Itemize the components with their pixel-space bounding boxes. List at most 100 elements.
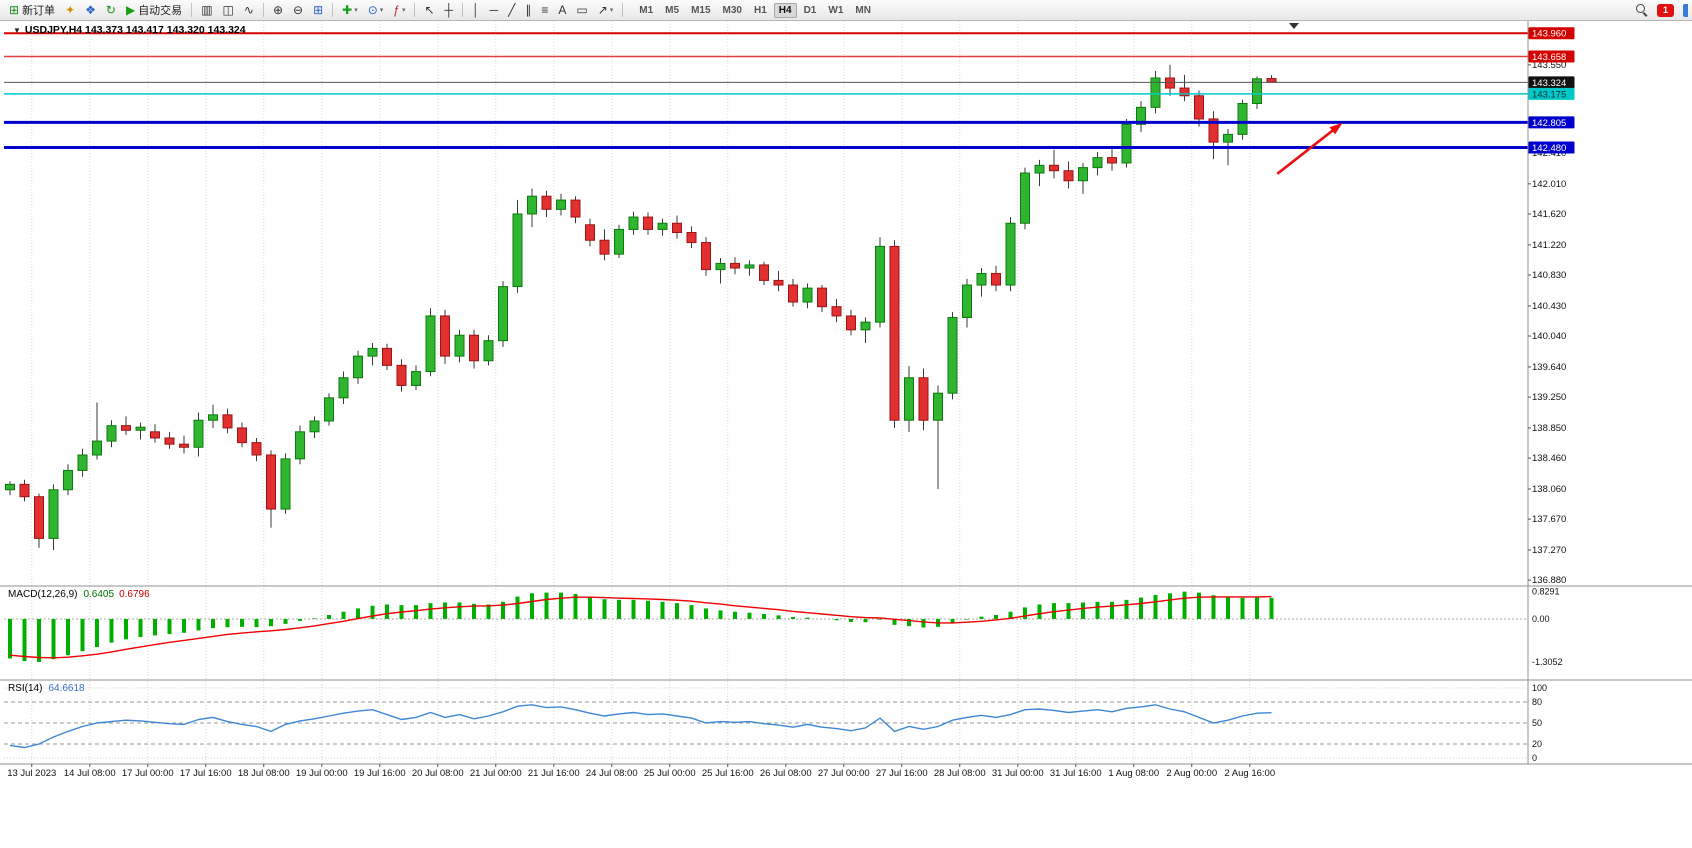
svg-text:140.430: 140.430 [1532,301,1566,312]
svg-text:50: 50 [1532,718,1542,728]
bar-chart-button[interactable]: ▥ [197,1,216,20]
price-chart-canvas[interactable]: 143.550142.410142.010141.620141.220140.8… [0,20,1692,848]
indicators-button[interactable]: ƒ ▾ [389,1,409,20]
line-chart-button[interactable]: ∿ [240,1,258,20]
timeframe-w1[interactable]: W1 [828,4,844,16]
svg-text:19 Jul 16:00: 19 Jul 16:00 [354,768,406,779]
svg-text:141.220: 141.220 [1532,240,1566,251]
new-order-button-label: 新订单 [22,5,56,17]
timeframe-m15[interactable]: M15 [691,4,711,16]
level-lines [4,32,1528,150]
chart-title-bar: ▼ USDJPY,H4 143.373 143.417 143.320 143.… [13,24,246,36]
candles-layer [5,64,1277,551]
text-button[interactable]: A [554,1,570,20]
macd-indicator-label: MACD(12,26,9) 0.6405 0.6796 [8,589,150,600]
macd-panel [4,591,1528,662]
auto-trading-button[interactable]: ▶ 自动交易 [122,1,186,20]
timeframe-h4[interactable]: H4 [773,2,797,18]
toolbar-separator [332,3,334,17]
tile-windows-button[interactable]: ⊞ [309,1,327,20]
svg-text:137.270: 137.270 [1532,545,1566,556]
new-chart-button[interactable]: ✚ ▾ [338,1,362,20]
timeframe-d1[interactable]: D1 [803,4,817,16]
crosshair-button-icon: ┼ [444,3,454,17]
svg-text:2 Aug 16:00: 2 Aug 16:00 [1224,768,1275,779]
svg-text:-1.3052: -1.3052 [1532,657,1563,667]
toolbar-separator [462,3,464,17]
market-watch-icon[interactable]: ✦ [61,1,79,20]
rsi-name: RSI(14) [8,683,43,694]
price-axis: 143.550142.410142.010141.620141.220140.8… [1528,27,1575,586]
data-window-icon[interactable]: ❖ [81,1,100,20]
trendline-button[interactable]: ╱ [504,1,519,20]
timeframe-buttons: M1 M5 M15 M30 H1 H4 D1 W1 MN [633,2,877,18]
svg-text:100: 100 [1532,683,1547,693]
toolbar-right: 1 [1636,3,1688,17]
time-axis: 13 Jul 2023 14 Jul 08:00 17 Jul 00:00 17 Ju… [7,764,1275,779]
fibonacci-button[interactable]: ≡ [537,1,552,20]
toolbar-separator [191,3,193,17]
refresh-icon[interactable]: ↻ [102,1,120,20]
notification-badge[interactable]: 1 [1657,3,1674,17]
chevron-down-icon: ▾ [609,7,614,14]
crosshair-button[interactable]: ┼ [441,1,458,20]
chart-dropdown-icon[interactable]: ▼ [13,25,21,35]
svg-text:0.8291: 0.8291 [1532,587,1560,597]
macd-signal-value: 0.6796 [119,589,150,600]
line-chart-button-icon: ∿ [243,3,254,17]
svg-text:27 Jul 00:00: 27 Jul 00:00 [818,768,870,779]
svg-text:140.830: 140.830 [1532,270,1566,281]
arrow-annotation [1276,122,1343,175]
svg-text:142.010: 142.010 [1532,179,1566,190]
channel-button[interactable]: ∥ [521,1,535,20]
arrows-button[interactable]: ↗ ▾ [594,1,618,20]
toolbar: ⊞ 新订单 ✦ ❖ ↻ ▶ 自动交易 ▥ ◫ ∿ ⊕ ⊖ ⊞ ✚ ▾ ⊙ ▾ ƒ ▾ ↖ ┼ │ ─ ╱ ∥ ≡ A ▭ ↗ ▾ M1 M5… [0,0,1692,21]
shift-marker-icon [1289,23,1299,29]
cursor-button-icon: ↖ [424,3,435,17]
timeframe-m5[interactable]: M5 [665,4,680,16]
panel-frame [0,20,1692,765]
svg-text:17 Jul 16:00: 17 Jul 16:00 [180,768,232,779]
search-icon[interactable] [1636,4,1648,16]
vertical-line-button[interactable]: │ [468,1,484,20]
svg-text:139.640: 139.640 [1532,362,1566,373]
svg-text:137.670: 137.670 [1532,514,1566,525]
svg-text:138.460: 138.460 [1532,453,1566,464]
svg-text:25 Jul 16:00: 25 Jul 16:00 [702,768,754,779]
new-chart-button-icon: ✚ [342,3,353,17]
timeframe-mn[interactable]: MN [855,4,871,16]
toolbar-separator [262,3,264,17]
timeframe-m30[interactable]: M30 [722,4,742,16]
toolbar-separator [622,3,624,17]
indicator-axes: 0.8291 0.00 -1.3052 100 80 50 20 0 [1532,587,1563,763]
timeframe-m1[interactable]: M1 [639,4,654,16]
svg-text:24 Jul 08:00: 24 Jul 08:00 [586,768,638,779]
profiles-button[interactable]: ⊙ ▾ [364,1,388,20]
zoom-out-button[interactable]: ⊖ [289,1,307,20]
chart-title: USDJPY,H4 143.373 143.417 143.320 143.32… [24,24,246,36]
horizontal-line-button[interactable]: ─ [486,1,503,20]
new-order-button[interactable]: ⊞ 新订单 [5,1,59,20]
svg-text:28 Jul 08:00: 28 Jul 08:00 [934,768,986,779]
svg-text:143.324: 143.324 [1532,78,1566,89]
svg-text:13 Jul 2023: 13 Jul 2023 [7,768,56,779]
svg-text:17 Jul 00:00: 17 Jul 00:00 [122,768,174,779]
svg-text:143.550: 143.550 [1532,60,1566,71]
chevron-down-icon: ▾ [354,7,358,14]
text-button-icon: A [558,3,567,17]
zoom-in-button[interactable]: ⊕ [269,1,287,20]
svg-text:27 Jul 16:00: 27 Jul 16:00 [876,768,928,779]
svg-text:143.658: 143.658 [1532,52,1566,63]
partial-icon[interactable] [1683,3,1688,17]
text-label-button[interactable]: ▭ [572,1,591,20]
profiles-button-icon: ⊙ [367,3,378,17]
trendline-button-icon: ╱ [508,3,516,17]
chevron-down-icon: ▾ [379,7,384,14]
svg-text:0: 0 [1532,753,1537,763]
cursor-button[interactable]: ↖ [420,1,438,20]
bar-chart-button-icon: ▥ [201,3,213,17]
rsi-panel [4,687,1528,759]
candlestick-chart-button[interactable]: ◫ [219,1,238,20]
timeframe-h1[interactable]: H1 [753,4,767,16]
